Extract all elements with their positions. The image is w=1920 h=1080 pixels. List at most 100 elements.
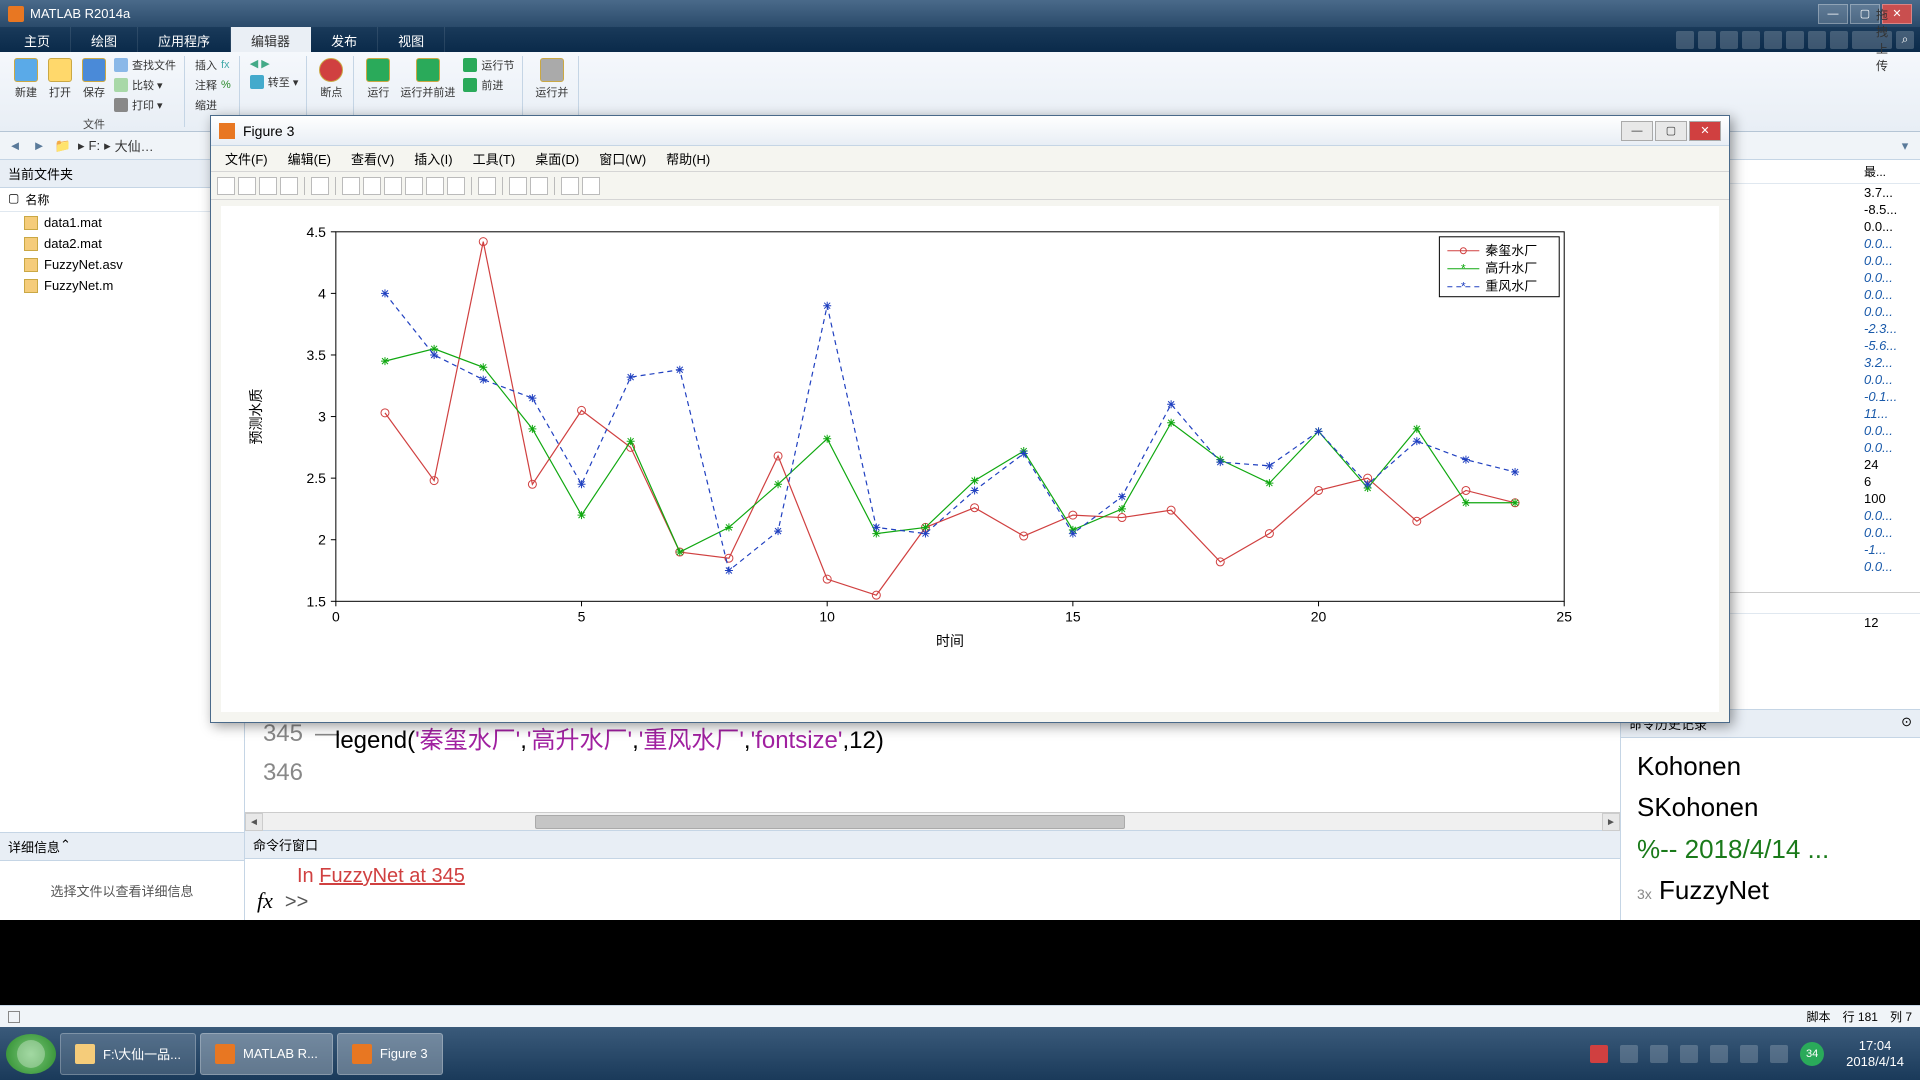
history-body[interactable]: KohonenSKohonen%-- 2018/4/14 ...3x Fuzzy… [1621, 738, 1920, 920]
save-button[interactable]: 保存 [80, 56, 108, 102]
tab-应用程序[interactable]: 应用程序 [138, 27, 231, 52]
figure-titlebar[interactable]: Figure 3 — ▢ ✕ [211, 116, 1729, 146]
tab-视图[interactable]: 视图 [378, 27, 445, 52]
details-header: 详细信息⌃ [0, 832, 244, 861]
rotate-icon[interactable] [405, 177, 423, 195]
path[interactable]: ▸F:▸大仙… [78, 136, 154, 155]
back-icon[interactable]: ◄ [6, 137, 24, 155]
upload-button[interactable]: 拖拽上传 [1852, 31, 1892, 49]
fig-minimize[interactable]: — [1621, 121, 1653, 141]
menu-item[interactable]: 查看(V) [343, 146, 402, 171]
toolbar-icon[interactable] [1786, 31, 1804, 49]
start-button[interactable] [6, 1034, 56, 1074]
menu-item[interactable]: 文件(F) [217, 146, 276, 171]
pointer-icon[interactable] [311, 177, 329, 195]
toolbar-icon[interactable] [1742, 31, 1760, 49]
taskbar-item[interactable]: Figure 3 [337, 1033, 443, 1075]
tray-icon[interactable] [1590, 1045, 1608, 1063]
taskbar-item[interactable]: MATLAB R... [200, 1033, 333, 1075]
file-icon [24, 258, 38, 272]
minimize-button[interactable]: — [1818, 4, 1848, 24]
fig-maximize[interactable]: ▢ [1655, 121, 1687, 141]
tab-编辑器[interactable]: 编辑器 [231, 27, 311, 52]
breakpoints-button[interactable]: 断点 [317, 56, 345, 102]
insert[interactable]: 插入 fx [195, 56, 230, 74]
tray-number[interactable]: 34 [1800, 1042, 1824, 1066]
tray-icon[interactable] [1710, 1045, 1728, 1063]
toolbar-icon[interactable] [1808, 31, 1826, 49]
tray-icon[interactable] [1740, 1045, 1758, 1063]
file-icon [24, 237, 38, 251]
layout2-icon[interactable] [582, 177, 600, 195]
brush-icon[interactable] [447, 177, 465, 195]
save-fig-icon[interactable] [259, 177, 277, 195]
colorbar-icon[interactable] [509, 177, 527, 195]
menu-item[interactable]: 插入(I) [406, 146, 460, 171]
path-dropdown[interactable]: ▾ [1896, 137, 1914, 155]
comment[interactable]: 注释 % [195, 76, 231, 94]
toolbar-icon[interactable] [1764, 31, 1782, 49]
file-item[interactable]: FuzzyNet.m [0, 275, 244, 296]
tray-icon[interactable] [1650, 1045, 1668, 1063]
editor-scrollbar[interactable]: ◄► [245, 812, 1620, 830]
toolbar-icon[interactable] [1830, 31, 1848, 49]
clock[interactable]: 17:042018/4/14 [1836, 1038, 1914, 1069]
zoom-out-icon[interactable] [363, 177, 381, 195]
tray-icon[interactable] [1620, 1045, 1638, 1063]
current-folder-pane: 当前文件夹⊙ ▢ 名称 data1.matdata2.matFuzzyNet.a… [0, 160, 245, 920]
nav-arrows[interactable]: ◀ ▶ [250, 56, 270, 71]
datacursor-icon[interactable] [426, 177, 444, 195]
tab-绘图[interactable]: 绘图 [71, 27, 138, 52]
menu-item[interactable]: 桌面(D) [527, 146, 587, 171]
fwd-icon[interactable]: ► [30, 137, 48, 155]
file-item[interactable]: FuzzyNet.asv [0, 254, 244, 275]
menu-item[interactable]: 编辑(E) [280, 146, 339, 171]
link-icon[interactable] [478, 177, 496, 195]
file-item[interactable]: data1.mat [0, 212, 244, 233]
svg-text:20: 20 [1311, 608, 1327, 624]
indent[interactable]: 缩进 [195, 96, 217, 114]
run-advance-button[interactable]: 运行并前进 [398, 56, 457, 102]
tray-icon[interactable] [1770, 1045, 1788, 1063]
toolbar-icon[interactable] [1720, 31, 1738, 49]
tab-发布[interactable]: 发布 [311, 27, 378, 52]
new-button[interactable]: 新建 [12, 56, 40, 102]
goto[interactable]: 转至 ▾ [250, 73, 299, 91]
open-fig-icon[interactable] [238, 177, 256, 195]
advance[interactable]: 前进 [463, 76, 514, 94]
figure-window: Figure 3 — ▢ ✕ 文件(F)编辑(E)查看(V)插入(I)工具(T)… [210, 115, 1730, 723]
status-script: 脚本 [1807, 1008, 1831, 1025]
open-button[interactable]: 打开 [46, 56, 74, 102]
svg-text:2: 2 [318, 532, 326, 548]
menu-item[interactable]: 工具(T) [465, 146, 524, 171]
app-icon [75, 1044, 95, 1064]
name-column-header[interactable]: ▢ 名称 [0, 188, 244, 212]
up-icon[interactable]: 📁 [54, 137, 72, 155]
menu-item[interactable]: 窗口(W) [591, 146, 654, 171]
fig-close[interactable]: ✕ [1689, 121, 1721, 141]
compare[interactable]: 比较 ▾ [114, 76, 176, 94]
print[interactable]: 打印 ▾ [114, 96, 176, 114]
search-icon[interactable]: ⌕ [1896, 31, 1914, 49]
run-button[interactable]: 运行 [364, 56, 392, 102]
tab-主页[interactable]: 主页 [4, 27, 71, 52]
taskbar-item[interactable]: F:\大仙一品... [60, 1033, 196, 1075]
menu-item[interactable]: 帮助(H) [658, 146, 718, 171]
error-link[interactable]: FuzzyNet at 345 [319, 865, 465, 887]
legend-icon[interactable] [530, 177, 548, 195]
toolbar-icon[interactable] [1698, 31, 1716, 49]
svg-text:高升水厂: 高升水厂 [1485, 261, 1537, 276]
find-files[interactable]: 查找文件 [114, 56, 176, 74]
file-item[interactable]: data2.mat [0, 233, 244, 254]
layout-icon[interactable] [561, 177, 579, 195]
new-fig-icon[interactable] [217, 177, 235, 195]
toolbar-icon[interactable] [1676, 31, 1694, 49]
command-window[interactable]: In FuzzyNet at 345 fx>> [245, 859, 1620, 920]
details-collapse-icon[interactable]: ⌃ [60, 837, 71, 856]
print-fig-icon[interactable] [280, 177, 298, 195]
run-timing-button[interactable]: 运行并 [533, 56, 570, 102]
tray-icon[interactable] [1680, 1045, 1698, 1063]
zoom-in-icon[interactable] [342, 177, 360, 195]
run-section[interactable]: 运行节 [463, 56, 514, 74]
pan-icon[interactable] [384, 177, 402, 195]
